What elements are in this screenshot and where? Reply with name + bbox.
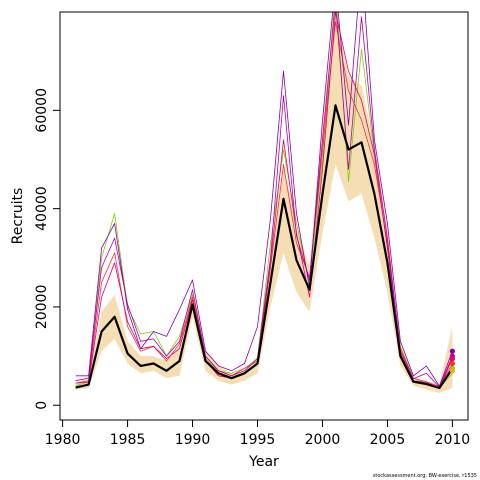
x-tick-label: 2010 — [435, 432, 471, 448]
x-axis: 1980 1985 1990 1995 2000 2005 2010 — [45, 419, 471, 448]
y-tick-label: 60000 — [34, 88, 50, 133]
series-lines — [75, 12, 454, 390]
x-tick-label: 1990 — [175, 432, 211, 448]
y-tick-label: 0 — [34, 401, 50, 410]
y-tick-label: 20000 — [34, 285, 50, 330]
point-2010-3 — [449, 360, 455, 367]
x-tick-label: 2000 — [305, 432, 341, 448]
series-line-5 — [75, 12, 453, 387]
x-tick-label: 1980 — [45, 432, 81, 448]
estimate-line — [75, 104, 454, 390]
y-axis: 0 20000 40000 60000 — [34, 88, 61, 410]
footnote: stockassessment.org, BW-exercise, r1535 — [373, 473, 477, 479]
series-line-3 — [75, 12, 453, 389]
confidence-band — [75, 12, 453, 393]
y-tick-label: 40000 — [34, 186, 50, 231]
x-axis-title: Year — [248, 454, 279, 470]
x-tick-label: 1995 — [240, 432, 276, 448]
point-2010-2 — [449, 356, 455, 362]
point-2010-0 — [449, 348, 455, 354]
y-axis-title: Recruits — [10, 188, 26, 245]
point-2010-5 — [449, 368, 455, 374]
uncertainty-band — [75, 12, 453, 393]
x-tick-label: 2005 — [370, 432, 406, 448]
x-tick-label: 1985 — [110, 432, 146, 448]
year-2010-points — [449, 348, 455, 374]
series-line-4 — [75, 12, 453, 388]
